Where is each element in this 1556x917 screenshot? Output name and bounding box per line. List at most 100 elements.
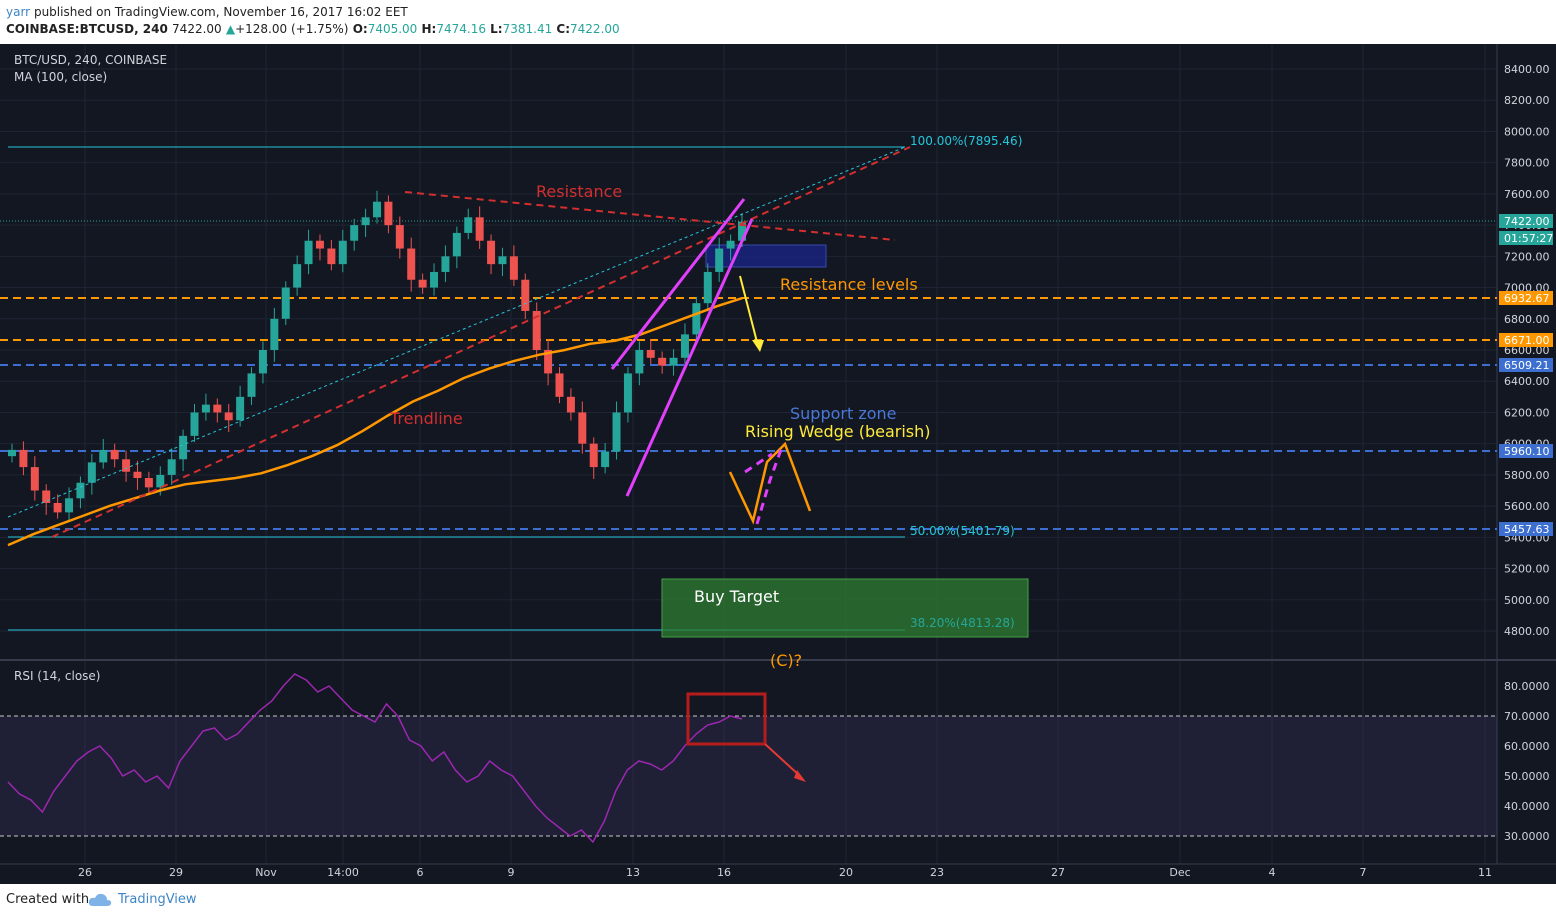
candle-body (475, 217, 484, 241)
support-zone-annotation: Support zone (790, 404, 897, 423)
candle-body (53, 502, 62, 513)
candle-body (65, 498, 74, 513)
candle-body (384, 201, 393, 226)
candle-body (566, 396, 575, 413)
time-tick-label: 9 (508, 866, 515, 879)
rsi-tick-label: 70.0000 (1504, 710, 1550, 723)
price-tick-label: 7800.00 (1504, 157, 1550, 170)
mini-wedge-dashed[interactable] (755, 443, 785, 525)
price-tick-label: 8400.00 (1504, 63, 1550, 76)
footer: Created with TradingView (0, 884, 1556, 917)
candle-body (99, 449, 108, 463)
candle-body (30, 467, 39, 491)
rsi-arrow[interactable] (764, 743, 801, 777)
candle-body (532, 310, 541, 350)
rsi-overbought-box[interactable] (686, 692, 767, 746)
buy-target-box[interactable] (661, 578, 1029, 638)
rsi-tick-label: 40.0000 (1504, 800, 1550, 813)
price-tags: 7422.00 01:57:27 6932.67 6671.00 6509.21 5960… (1499, 214, 1553, 536)
price-tick-label: 7200.00 (1504, 250, 1550, 263)
candle-body (407, 248, 416, 280)
high-value: 7474.16 (436, 22, 486, 36)
time-tick-label: 27 (1051, 866, 1065, 879)
candle-body (8, 449, 16, 457)
time-tick-label: 29 (169, 866, 183, 879)
mini-wedge-dashed-2[interactable] (744, 452, 773, 474)
rsi-band-fill (0, 716, 1497, 836)
resistance-box[interactable] (705, 244, 827, 268)
candle-body (76, 482, 85, 499)
time-tick-label: 6 (417, 866, 424, 879)
low-label: L: (490, 22, 503, 36)
author-link[interactable]: yarr (6, 5, 31, 19)
rising-wedge-annotation: Rising Wedge (bearish) (745, 422, 930, 441)
projection-arrow[interactable] (739, 275, 759, 347)
candle-body (623, 373, 632, 413)
wave-sketch[interactable] (728, 441, 812, 525)
candle-body (589, 443, 598, 468)
candle-body (247, 373, 256, 397)
time-tick-label: 23 (930, 866, 944, 879)
candle-body (179, 435, 188, 460)
fib-50-label: 50.00%(5401.79) (910, 524, 1015, 538)
rsi-arrow-head (794, 770, 806, 782)
trendline-drawing[interactable] (51, 146, 911, 538)
candle-body (167, 459, 176, 475)
time-tick-label: 11 (1478, 866, 1492, 879)
rsi-axis: 80.0000 70.0000 60.0000 50.0000 40.0000 30.00… (1504, 680, 1550, 843)
time-tick-label: 20 (839, 866, 853, 879)
resistance-line-drawing[interactable] (404, 191, 896, 241)
horizontal-levels (0, 146, 1497, 631)
wedge-lower-line[interactable] (625, 218, 754, 497)
chart-header: yarr published on TradingView.com, Novem… (0, 0, 1556, 44)
ma-100-line (7, 297, 743, 547)
buy-target-annotation: Buy Target (694, 587, 779, 606)
rsi-line (7, 673, 743, 844)
open-label: O: (352, 22, 368, 36)
candle-body (464, 217, 473, 233)
candle-body (658, 357, 667, 366)
candle-body (373, 201, 381, 218)
fib-100-label: 100.00%(7895.46) (910, 134, 1022, 148)
price-tag-bg (1499, 333, 1553, 347)
time-tick-label: 14:00 (327, 866, 359, 879)
candle-body (201, 404, 210, 413)
price-tag-label: 6932.67 (1504, 292, 1550, 305)
time-tick-label: 16 (717, 866, 731, 879)
candle-body (726, 240, 735, 249)
price-tick-label: 6400.00 (1504, 375, 1550, 388)
candle-body (224, 412, 233, 421)
candle-body (122, 459, 131, 472)
wedge-upper-line[interactable] (610, 198, 746, 370)
candle-body (738, 221, 746, 241)
candle-body (418, 279, 427, 288)
time-tick-label: 26 (78, 866, 92, 879)
price-tag-label: 7422.00 (1504, 215, 1550, 228)
price-tick-label: 6200.00 (1504, 406, 1550, 419)
candle-body (19, 449, 28, 468)
price-tag-label: 01:57:27 (1504, 232, 1553, 245)
tradingview-brand-link[interactable]: TradingView (118, 892, 197, 907)
price-tick-label: 5600.00 (1504, 500, 1550, 513)
price-tag-bg (1499, 358, 1553, 372)
resistance-levels-annotation: Resistance levels (780, 275, 918, 294)
candle-body (680, 334, 689, 358)
tradingview-cloud-icon (88, 892, 112, 912)
candle-body (430, 271, 439, 288)
change-up-icon: ▲ (225, 22, 236, 36)
candle-body (521, 279, 530, 311)
price-tag-bg (1499, 522, 1553, 536)
open-value: 7405.00 (367, 22, 418, 36)
resistance-annotation: Resistance (536, 182, 622, 201)
candle-body (509, 256, 518, 280)
candle-body (213, 404, 222, 413)
candle-body (327, 248, 336, 265)
time-tick-label: 4 (1269, 866, 1276, 879)
candle-body (612, 412, 621, 452)
price-tag-label: 6671.00 (1504, 334, 1550, 347)
candle-body (361, 217, 370, 226)
chart-canvas[interactable]: Resistance Trendline Resistance levels S… (0, 44, 1556, 884)
candle-body (315, 240, 324, 249)
candle-body (236, 396, 245, 421)
high-label: H: (421, 22, 437, 36)
